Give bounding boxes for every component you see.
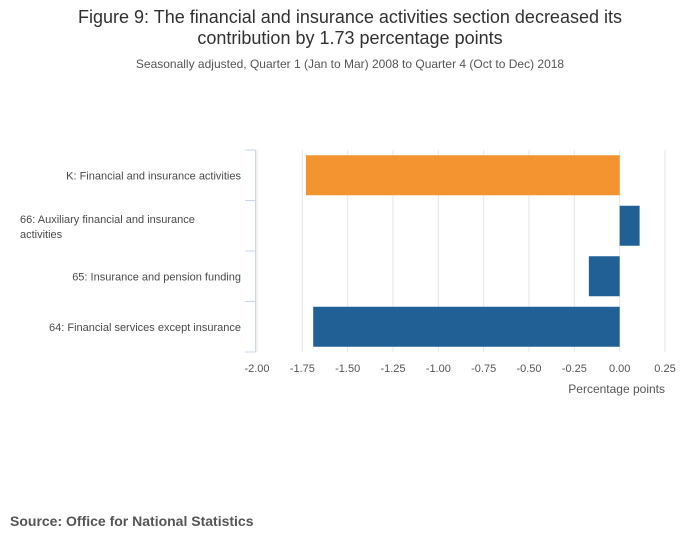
x-tick-label: -1.25: [380, 363, 405, 375]
bar: [588, 256, 620, 297]
x-tick-label: 0.25: [654, 363, 675, 375]
x-tick-label: -1.75: [290, 363, 315, 375]
bar: [305, 155, 620, 196]
category-label: 65: Insurance and pension funding: [72, 271, 241, 283]
category-label: K: Financial and insurance activities: [66, 170, 241, 182]
x-tick-label: -0.50: [516, 363, 541, 375]
category-label: 66: Auxiliary financial and insurance: [20, 214, 195, 226]
x-axis-title: Percentage points: [568, 382, 665, 396]
x-tick-label: -0.25: [562, 363, 587, 375]
bar: [313, 306, 620, 347]
x-tick-label: -0.75: [471, 363, 496, 375]
chart-title: Figure 9: The financial and insurance ac…: [78, 7, 622, 48]
category-label: 64: Financial services except insurance: [49, 322, 241, 334]
chart-subtitle: Seasonally adjusted, Quarter 1 (Jan to M…: [135, 57, 565, 71]
x-tick-label: -1.00: [426, 363, 451, 375]
x-tick-label: -1.50: [335, 363, 360, 375]
bar: [619, 205, 640, 246]
source-note: Source: Office for National Statistics: [10, 513, 254, 529]
x-tick-label: -2.00: [244, 363, 269, 375]
category-label: activities: [20, 229, 63, 241]
x-tick-label: 0.00: [609, 363, 630, 375]
